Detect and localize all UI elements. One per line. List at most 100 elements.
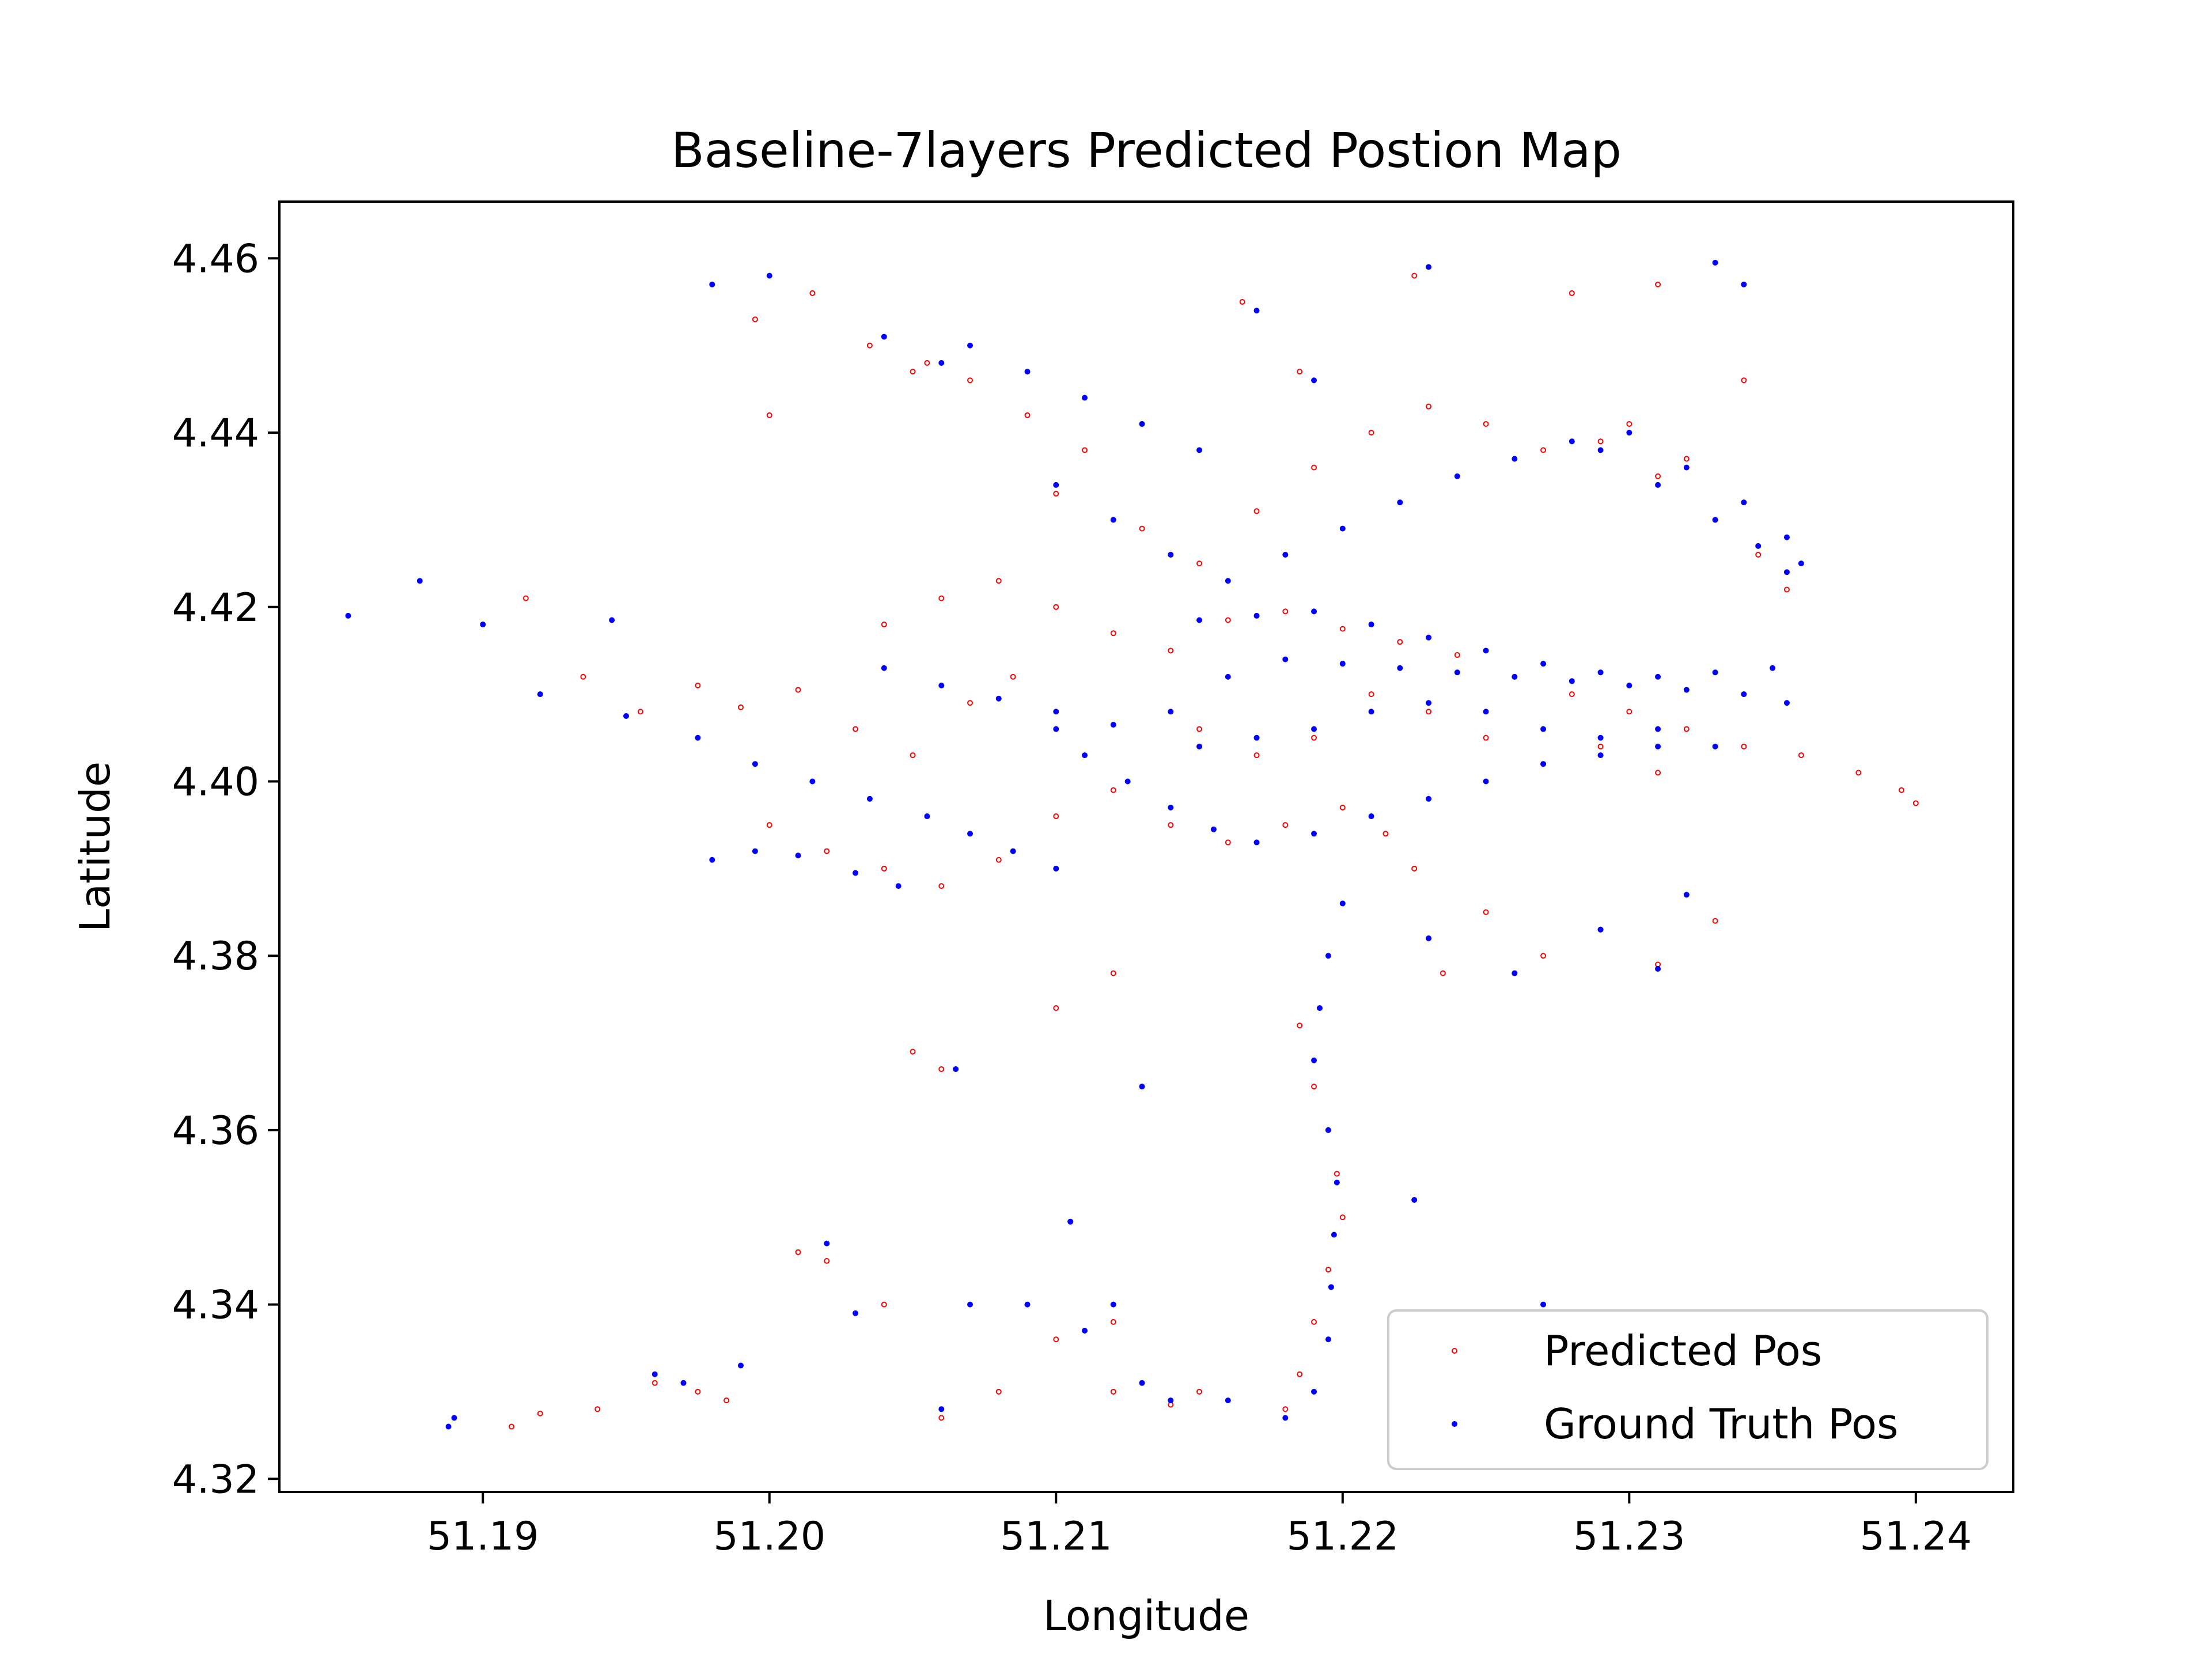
- ground-truth-point: [938, 1406, 945, 1412]
- ground-truth-point: [652, 1371, 658, 1377]
- predicted-point: [809, 290, 816, 296]
- ground-truth-point: [1426, 796, 1432, 802]
- predicted-point: [1297, 1022, 1303, 1029]
- ground-truth-point: [1483, 709, 1489, 715]
- ground-truth-point: [766, 272, 772, 279]
- predicted-point: [1282, 608, 1289, 615]
- ground-truth-point: [1139, 1084, 1145, 1090]
- ground-truth-point: [1282, 1415, 1289, 1421]
- ground-truth-point: [1426, 700, 1432, 706]
- predicted-point: [752, 316, 758, 323]
- predicted-point: [910, 752, 916, 759]
- predicted-point: [1339, 804, 1346, 810]
- predicted-point: [881, 622, 887, 628]
- ground-truth-point: [1426, 634, 1432, 641]
- plot-frame: [278, 200, 2014, 1493]
- legend-marker-predicted: [1452, 1348, 1457, 1354]
- y-tick-label: 4.40: [172, 759, 259, 805]
- ground-truth-point: [1397, 499, 1403, 506]
- predicted-point: [938, 1415, 945, 1421]
- ground-truth-point: [1110, 722, 1116, 728]
- predicted-point: [724, 1397, 730, 1404]
- ground-truth-point: [1712, 259, 1718, 266]
- predicted-point: [995, 578, 1002, 584]
- ground-truth-point: [1067, 1218, 1074, 1225]
- ground-truth-point: [953, 1066, 959, 1072]
- ground-truth-point: [1110, 517, 1116, 523]
- ground-truth-point: [1282, 656, 1289, 662]
- predicted-point: [1311, 734, 1317, 741]
- ground-truth-point: [809, 778, 816, 785]
- predicted-point: [1311, 1084, 1317, 1090]
- legend-label-ground-truth: Ground Truth Pos: [1544, 1400, 1899, 1448]
- y-axis: 4.32 4.34 4.36 4.38 4.40 4.42 4.44 4.46: [172, 236, 279, 1502]
- x-tick-label: 51.22: [1286, 1514, 1399, 1559]
- ground-truth-point: [623, 713, 629, 719]
- predicted-point: [1139, 525, 1145, 532]
- ground-truth-point: [1783, 534, 1790, 540]
- predicted-point: [1368, 430, 1374, 436]
- ground-truth-point: [537, 691, 543, 698]
- predicted-point: [924, 360, 930, 366]
- predicted-point: [1411, 272, 1418, 279]
- predicted-point: [995, 857, 1002, 863]
- ground-truth-point: [1454, 473, 1460, 479]
- predicted-point: [1397, 639, 1403, 645]
- ground-truth-point: [1311, 377, 1317, 384]
- ground-truth-point: [1082, 752, 1088, 759]
- ground-truth-point: [1368, 709, 1374, 715]
- ground-truth-point: [1741, 281, 1747, 287]
- ground-truth-point: [680, 1380, 687, 1386]
- ground-truth-point: [1339, 525, 1346, 532]
- x-tick-label: 51.20: [713, 1514, 825, 1559]
- ground-truth-point: [1597, 734, 1604, 741]
- predicted-point: [881, 865, 887, 872]
- predicted-point: [1741, 377, 1747, 384]
- ground-truth-point: [1798, 560, 1804, 567]
- ground-truth-point: [1368, 622, 1374, 628]
- predicted-point: [1339, 626, 1346, 632]
- ground-truth-point: [1426, 935, 1432, 941]
- ground-truth-point: [924, 813, 930, 820]
- ground-truth-point: [1512, 456, 1518, 462]
- ground-truth-point: [1210, 826, 1217, 832]
- ground-truth-point: [1082, 395, 1088, 401]
- ground-truth-point: [1512, 673, 1518, 680]
- ground-truth-point: [1196, 743, 1203, 749]
- ground-truth-point: [1311, 726, 1317, 732]
- predicted-point: [1253, 508, 1260, 514]
- ground-truth-point: [1024, 369, 1031, 375]
- predicted-point: [1239, 299, 1245, 305]
- predicted-point: [1783, 586, 1790, 593]
- ground-truth-point: [1253, 612, 1260, 619]
- predicted-point: [508, 1423, 514, 1430]
- x-tick-label: 51.24: [1860, 1514, 1972, 1559]
- x-tick-label: 51.23: [1573, 1514, 1685, 1559]
- predicted-point: [1683, 456, 1690, 462]
- ground-truth-point: [1368, 813, 1374, 820]
- ground-truth-point: [451, 1415, 457, 1421]
- ground-truth-point: [967, 831, 974, 837]
- predicted-point: [522, 595, 529, 601]
- ground-truth-point: [1196, 447, 1203, 453]
- ground-truth-point: [1626, 430, 1633, 436]
- predicted-point: [1855, 770, 1862, 776]
- predicted-point: [1454, 652, 1460, 658]
- y-tick-label: 4.46: [172, 236, 259, 282]
- y-tick-label: 4.36: [172, 1108, 259, 1154]
- x-axis: 51.19 51.20 51.21 51.22 51.23 51.24: [427, 1492, 1972, 1559]
- predicted-point: [1334, 1171, 1340, 1177]
- predicted-point: [1712, 918, 1718, 924]
- predicted-point: [995, 1388, 1002, 1395]
- ground-truth-point: [1168, 804, 1174, 810]
- predicted-point: [1253, 752, 1260, 759]
- ground-truth-point: [1655, 482, 1661, 488]
- ground-truth-point: [1569, 678, 1575, 684]
- predicted-point: [766, 822, 772, 828]
- ground-truth-point: [1225, 673, 1231, 680]
- predicted-point: [1540, 447, 1547, 453]
- y-tick-label: 4.44: [172, 411, 259, 456]
- ground-truth-point: [1010, 848, 1016, 854]
- ground-truth-point: [480, 622, 486, 628]
- ground-truth-point: [709, 281, 715, 287]
